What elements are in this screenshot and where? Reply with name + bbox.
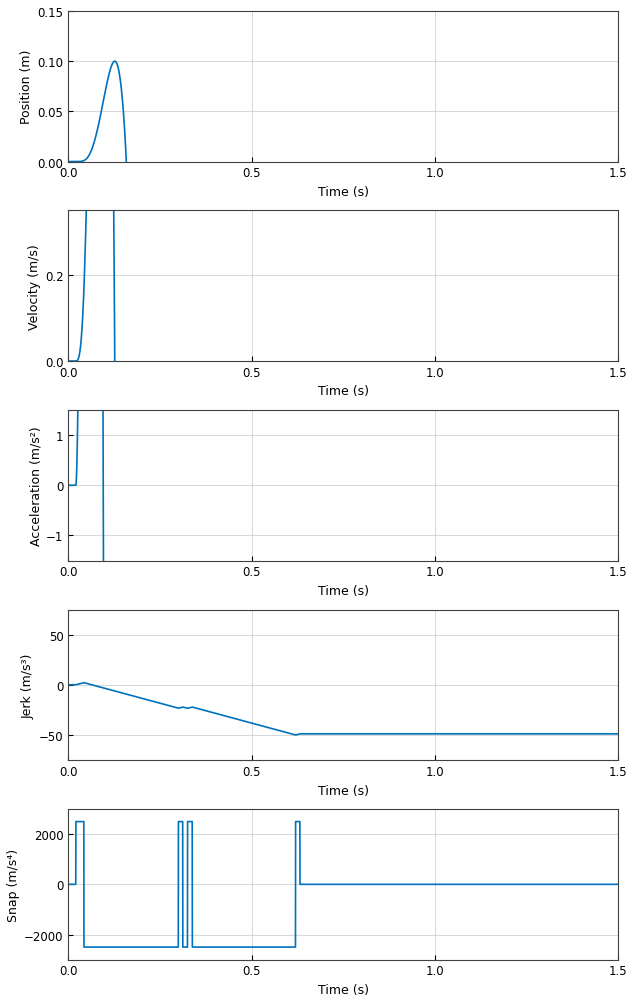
Y-axis label: Acceleration (m/s²): Acceleration (m/s²) [29,426,42,546]
Y-axis label: Position (m): Position (m) [20,50,34,124]
Y-axis label: Jerk (m/s³): Jerk (m/s³) [22,653,35,718]
X-axis label: Time (s): Time (s) [318,585,368,598]
X-axis label: Time (s): Time (s) [318,783,368,796]
X-axis label: Time (s): Time (s) [318,186,368,199]
X-axis label: Time (s): Time (s) [318,983,368,996]
Y-axis label: Snap (m/s⁴): Snap (m/s⁴) [7,848,20,921]
Y-axis label: Velocity (m/s): Velocity (m/s) [28,244,41,329]
X-axis label: Time (s): Time (s) [318,385,368,398]
